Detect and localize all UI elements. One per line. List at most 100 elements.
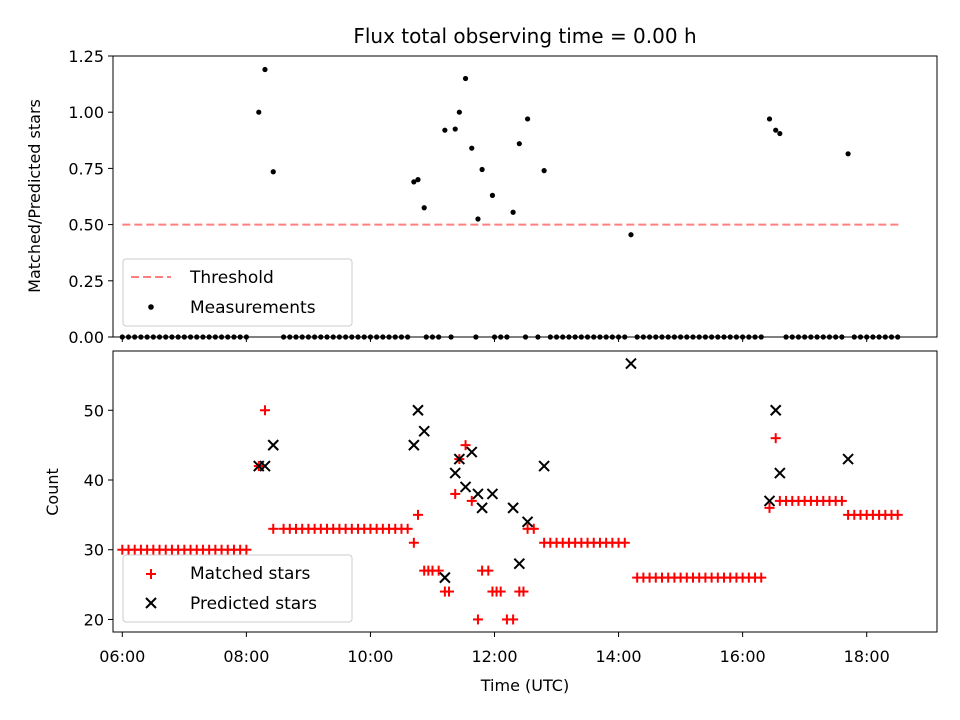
measurement-point	[456, 109, 462, 115]
matched-star-point	[770, 433, 781, 444]
matched-star-point	[508, 614, 519, 625]
count-x-tick-label: 10:00	[347, 647, 393, 666]
count-y-tick-label: 30	[84, 541, 104, 560]
measurement-point	[421, 205, 427, 211]
predicted-star-point	[418, 425, 430, 437]
legend-predicted-swatch	[145, 597, 157, 609]
matched-star-point	[518, 586, 529, 597]
legend-predicted-label: Predicted stars	[190, 594, 317, 614]
matched-star-point	[472, 614, 483, 625]
ratio-y-tick-label: 1.25	[68, 47, 104, 66]
legend-matched-swatch	[146, 569, 156, 579]
matched-star-point	[892, 509, 903, 520]
ratio-y-tick-label: 1.00	[68, 103, 104, 122]
matched-star-point	[756, 572, 767, 583]
measurement-point	[845, 151, 851, 157]
measurement-point	[256, 109, 262, 115]
measurement-point	[628, 232, 634, 238]
measurement-point	[510, 209, 516, 215]
predicted-star-point	[476, 502, 488, 514]
count-x-tick-label: 14:00	[596, 647, 642, 666]
predicted-star-point	[770, 404, 782, 416]
predicted-star-point	[459, 481, 472, 493]
predicted-star-point	[412, 404, 424, 416]
matched-star-point	[241, 544, 252, 555]
count-y-tick-label: 40	[84, 471, 104, 490]
matched-star-point	[433, 565, 444, 576]
legend-threshold-label: Threshold	[189, 268, 274, 288]
measurement-point	[270, 169, 276, 175]
chart-title: Flux total observing time = 0.00 h	[353, 24, 696, 48]
count-x-tick-label: 08:00	[223, 647, 269, 666]
predicted-star-point	[842, 453, 854, 465]
count-panel: 20 30 40 50 06:00 08:00 10:00 12:00 14:00 16:00 18…	[43, 350, 938, 695]
matched-star-point	[460, 440, 471, 451]
count-y-axis-label: Count	[43, 468, 62, 516]
predicted-star-point	[408, 439, 420, 451]
count-marks	[117, 357, 903, 625]
measurement-point	[469, 145, 475, 151]
matched-star-point	[259, 405, 270, 416]
matched-star-point	[444, 586, 455, 597]
ratio-y-tick-label: 0.75	[68, 159, 104, 178]
count-legend: Matched stars Predicted stars	[122, 554, 353, 623]
count-x-tick-label: 12:00	[471, 647, 517, 666]
measurement-point	[262, 66, 268, 73]
measurement-point	[777, 130, 783, 137]
legend-matched-label: Matched stars	[190, 564, 310, 584]
predicted-star-point	[259, 460, 271, 472]
count-legend-box	[122, 554, 353, 623]
count-axes-frame	[112, 350, 938, 633]
matched-star-point	[619, 537, 630, 548]
count-x-tick-label: 18:00	[844, 647, 890, 666]
x-axis-label: Time (UTC)	[480, 676, 569, 695]
measurement-point	[766, 116, 773, 122]
ratio-axes-frame	[112, 55, 938, 338]
matched-star-point	[495, 586, 506, 597]
matched-star-point	[412, 509, 423, 520]
legend-measurements-label: Measurements	[190, 298, 316, 318]
matched-star-point	[836, 495, 847, 506]
measurement-point	[475, 216, 481, 222]
predicted-star-point	[449, 467, 461, 479]
count-y-tick-label: 50	[84, 401, 104, 420]
predicted-star-point	[439, 571, 451, 584]
predicted-star-point	[453, 453, 466, 465]
predicted-star-point	[486, 488, 499, 500]
ratio-panel: 0.00 0.25 0.50 0.75 1.00 1.25 Matched/Predict…	[25, 47, 938, 347]
matched-star-point	[483, 565, 494, 576]
measurement-point	[489, 192, 496, 198]
predicted-star-point	[507, 502, 519, 514]
ratio-y-tick-label: 0.00	[68, 328, 104, 347]
predicted-star-point	[538, 460, 550, 472]
count-ticks: 20 30 40 50 06:00 08:00 10:00 12:00 14:00 16:00 18…	[84, 401, 890, 666]
matched-star-point	[528, 523, 539, 534]
matched-star-point	[268, 523, 279, 534]
measurement-point	[415, 177, 421, 183]
count-x-tick-label: 16:00	[720, 647, 766, 666]
predicted-star-point	[625, 357, 637, 370]
matched-star-point	[408, 537, 419, 548]
predicted-star-point	[763, 495, 776, 507]
matched-star-point	[466, 495, 477, 506]
matched-star-point	[764, 502, 775, 513]
predicted-star-point	[774, 467, 786, 479]
legend-measurements-swatch	[148, 304, 154, 310]
predicted-star-point	[267, 439, 279, 451]
matched-star-point	[450, 488, 461, 499]
measurement-point	[524, 116, 531, 122]
measurement-point	[516, 141, 522, 147]
measurement-point	[452, 126, 458, 132]
count-y-tick-label: 20	[84, 610, 104, 629]
predicted-star-point	[521, 516, 534, 528]
ratio-y-axis-label: Matched/Predicted stars	[25, 99, 44, 293]
measurement-point	[541, 168, 547, 174]
predicted-star-point	[513, 557, 526, 570]
count-x-tick-label: 06:00	[99, 647, 145, 666]
ratio-legend: Threshold Measurements	[122, 258, 353, 327]
ratio-ticks: 0.00 0.25 0.50 0.75 1.00 1.25	[68, 47, 868, 347]
measurement-point	[411, 179, 417, 185]
ratio-legend-box	[122, 258, 353, 327]
measurement-point	[773, 127, 779, 133]
